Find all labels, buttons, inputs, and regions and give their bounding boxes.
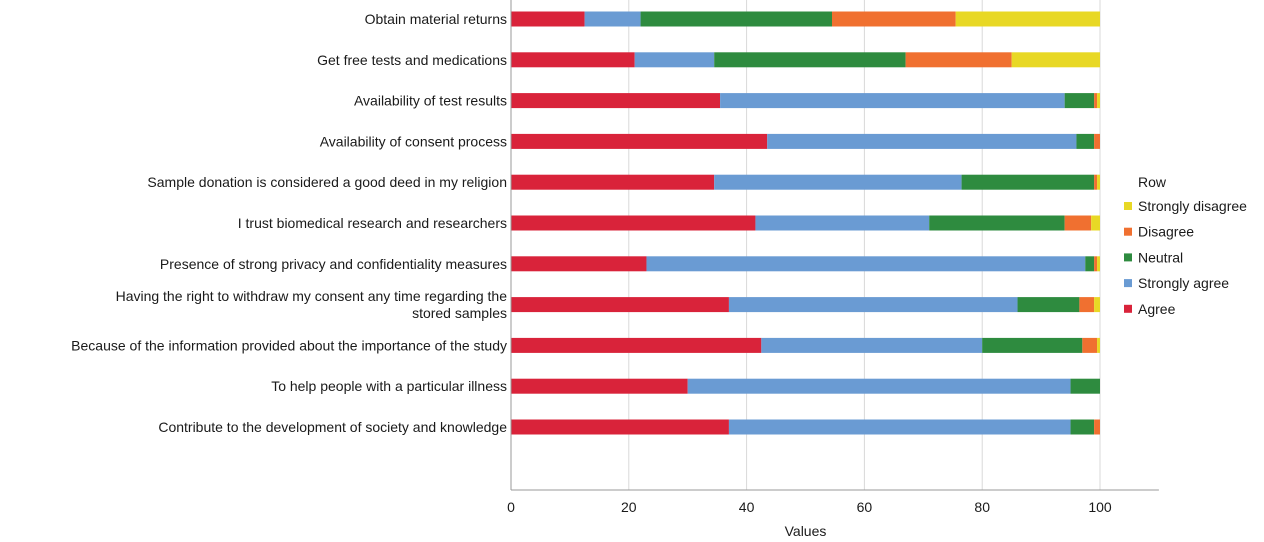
category-labels: Obtain material returns Get free tests an… (71, 11, 507, 435)
axes (510, 0, 1159, 491)
bar-segment (511, 337, 762, 353)
bar-segment (714, 174, 962, 190)
bar-segment (1064, 215, 1092, 231)
legend-swatch (1124, 202, 1132, 210)
category-label: Availability of test results (354, 93, 507, 109)
bar-segment (640, 11, 833, 27)
bar-segment (982, 337, 1083, 353)
x-tick-label: 100 (1088, 499, 1112, 515)
legend-label: Strongly disagree (1138, 198, 1247, 214)
bar-segment (634, 52, 715, 68)
bar-segment (511, 52, 635, 68)
legend-label: Disagree (1138, 224, 1194, 240)
bar-segment (1094, 419, 1100, 435)
bar-segment (1097, 337, 1100, 353)
bar-segment (1076, 133, 1095, 149)
x-axis-title: Values (785, 523, 827, 539)
category-label: Contribute to the development of society… (158, 419, 507, 435)
x-tick-label: 60 (857, 499, 873, 515)
bar-segment (1085, 256, 1095, 272)
bar-segment (1017, 297, 1080, 313)
bar-segment (1094, 93, 1098, 109)
bar-segment (1094, 174, 1098, 190)
bar-segment (511, 256, 647, 272)
x-tick-label: 20 (621, 499, 637, 515)
category-label: Presence of strong privacy and confident… (160, 256, 507, 272)
category-label: Because of the information provided abou… (71, 337, 507, 353)
bar-segment (511, 419, 729, 435)
bar-segment (714, 52, 906, 68)
legend-title: Row (1138, 174, 1167, 190)
bar-segment (720, 93, 1065, 109)
bar-segment (955, 11, 1100, 27)
category-label: I trust biomedical research and research… (238, 215, 507, 231)
legend-swatch (1124, 304, 1132, 313)
bar-segment (905, 52, 1012, 68)
bar-segment (511, 378, 688, 394)
bar-segment (961, 174, 1095, 190)
grid-lines (628, 0, 1101, 490)
bar-segment (687, 378, 1071, 394)
legend-items: Strongly disagree Disagree Neutral Strongly… (1124, 198, 1247, 317)
bar-segment (646, 256, 1086, 272)
bar-segment (511, 93, 721, 109)
bar-segment (832, 11, 956, 27)
x-tick-label: 0 (507, 499, 515, 515)
bar-segment (728, 297, 1018, 313)
legend-swatch (1124, 253, 1132, 262)
bar-segment (728, 419, 1071, 435)
bar-segment (1079, 297, 1095, 313)
category-label: Get free tests and medications (317, 52, 507, 68)
bar-segment (1070, 378, 1100, 394)
x-tick-label: 40 (739, 499, 755, 515)
bar-segment (1064, 93, 1095, 109)
category-label: Having the right to withdraw my consent … (116, 288, 508, 304)
bar-segment (1094, 133, 1100, 149)
category-label: Obtain material returns (365, 11, 507, 27)
category-label: stored samples (412, 305, 507, 321)
legend-swatch (1124, 227, 1132, 236)
legend-label: Neutral (1138, 249, 1183, 265)
bar-segment (761, 337, 983, 353)
bars (511, 11, 1100, 435)
x-tick-labels: 0 20 40 60 80 100 (507, 499, 1112, 515)
bar-segment (1082, 337, 1098, 353)
bar-segment (511, 174, 715, 190)
bar-segment (511, 11, 585, 27)
bar-segment (929, 215, 1065, 231)
bar-segment (1011, 52, 1100, 68)
bar-segment (1070, 419, 1095, 435)
bar-segment (755, 215, 930, 231)
category-label: Availability of consent process (320, 133, 507, 149)
legend: Row Strongly disagreeDisagreeNeutralStro… (1124, 174, 1247, 317)
legend-label: Strongly agree (1138, 275, 1229, 291)
bar-segment (584, 11, 641, 27)
legend-swatch (1124, 279, 1132, 288)
legend-label: Agree (1138, 301, 1176, 317)
bar-segment (1097, 93, 1100, 109)
category-label: Sample donation is considered a good dee… (147, 174, 507, 190)
bar-segment (511, 133, 768, 149)
bar-segment (1091, 215, 1100, 231)
bar-segment (511, 215, 756, 231)
bar-segment (1097, 174, 1100, 190)
bar-segment (767, 133, 1077, 149)
bar-segment (511, 297, 729, 313)
x-tick-label: 80 (974, 499, 990, 515)
bar-segment (1097, 256, 1100, 272)
bar-segment (1094, 297, 1100, 313)
category-label: To help people with a particular illness (271, 378, 507, 394)
bar-segment (1094, 256, 1098, 272)
